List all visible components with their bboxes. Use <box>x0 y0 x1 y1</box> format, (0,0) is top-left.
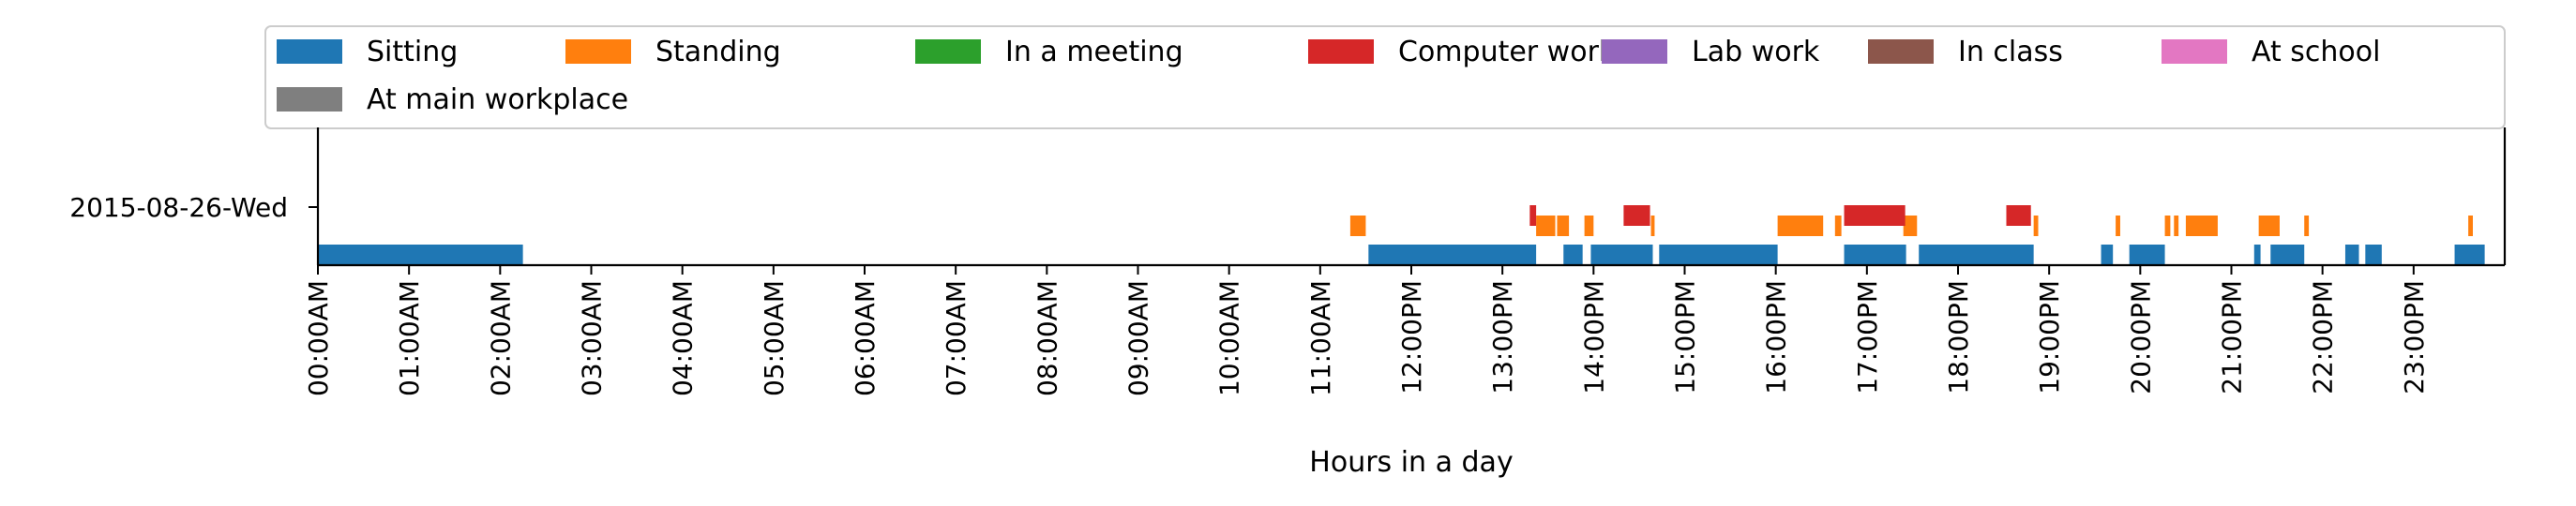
x-axis-label: Hours in a day <box>1309 446 1513 479</box>
timeline-bar <box>1623 205 1650 226</box>
timeline-bar <box>2365 245 2382 265</box>
x-tick-label: 14:00PM <box>1578 280 1609 394</box>
timeline-bar <box>1584 216 1594 236</box>
series-computer-work <box>1529 205 2031 226</box>
timeline-bar <box>1557 216 1570 236</box>
x-tick-label: 21:00PM <box>2217 280 2248 394</box>
x-tick-label: 12:00PM <box>1396 280 1427 394</box>
y-tick-label: 2015-08-26-Wed <box>69 192 288 223</box>
legend-entry: Sitting <box>277 36 458 68</box>
timeline-bar <box>1563 245 1583 265</box>
legend-swatch <box>1308 39 1374 64</box>
axes: 00:00AM 01:00AM 02:00AM 03:00AM 04:00AM 05:00… <box>69 127 2507 396</box>
x-tick-label: 10:00AM <box>1214 280 1245 396</box>
x-tick-label: 00:00AM <box>303 280 334 396</box>
legend-swatch <box>1602 39 1667 64</box>
x-tick-label: 09:00AM <box>1123 280 1154 396</box>
timeline-bar <box>2185 216 2218 236</box>
timeline-bar <box>2101 245 2114 265</box>
timeline-bar <box>2129 245 2165 265</box>
timeline-bar <box>2270 245 2305 265</box>
timeline-bar <box>1659 245 1778 265</box>
x-tick-label: 05:00AM <box>759 280 790 396</box>
series-sitting <box>318 245 2485 265</box>
legend-swatch <box>915 39 981 64</box>
x-tick-label: 07:00AM <box>941 280 972 396</box>
timeline-bar <box>1844 205 1906 226</box>
legend-label: Sitting <box>367 36 458 68</box>
legend-label: In a meeting <box>1005 36 1183 68</box>
timeline-bar <box>2033 216 2039 236</box>
legend-entry: At school <box>2162 36 2380 68</box>
timeline-bar <box>2253 245 2261 265</box>
x-tick-label: 20:00PM <box>2125 280 2156 394</box>
timeline-bar <box>1536 216 1556 236</box>
x-tick-label: 01:00AM <box>394 280 425 396</box>
legend-label: In class <box>1958 36 2063 68</box>
x-tick-label: 19:00PM <box>2034 280 2065 394</box>
timeline-bar <box>2344 245 2359 265</box>
timeline-bar <box>1919 245 2034 265</box>
legend-swatch <box>2162 39 2227 64</box>
timeline-bar <box>1834 216 1842 236</box>
timeline-bar <box>2454 245 2485 265</box>
x-tick-label: 06:00AM <box>850 280 881 396</box>
legend-label: At school <box>2252 36 2380 68</box>
legend-label: At main workplace <box>367 83 628 116</box>
legend-frame <box>264 25 2506 129</box>
timeline-bar <box>1349 216 1366 236</box>
legend-entry: Standing <box>565 36 781 68</box>
x-tick-label: 03:00AM <box>577 280 608 396</box>
x-tick-label: 04:00AM <box>668 280 699 396</box>
timeline-bar <box>1650 216 1655 236</box>
legend: Sitting Standing In a meeting Computer work… <box>264 25 2506 129</box>
legend-swatch <box>277 87 342 112</box>
legend-entry: In class <box>1868 36 2063 68</box>
plot-area <box>318 205 2485 265</box>
legend-swatch <box>565 39 631 64</box>
x-tick-label: 15:00PM <box>1670 280 1701 394</box>
timeline-bar <box>1368 245 1537 265</box>
legend-label: Lab work <box>1692 36 1820 68</box>
x-tick-label: 17:00PM <box>1852 280 1883 394</box>
timeline-bar <box>2116 216 2120 236</box>
legend-label: Standing <box>655 36 781 68</box>
timeline-bar <box>1777 216 1824 236</box>
x-tick-label: 02:00AM <box>485 280 516 396</box>
timeline-bar <box>1844 245 1906 265</box>
timeline-bar <box>2468 216 2473 236</box>
timeline-bar <box>1903 216 1918 236</box>
legend-entry: Computer work <box>1308 36 1616 68</box>
x-tick-label: 11:00AM <box>1305 280 1336 396</box>
timeline-bar <box>2006 205 2031 226</box>
legend-swatch <box>277 39 342 64</box>
legend-swatch <box>1868 39 1934 64</box>
x-tick-label: 18:00PM <box>1943 280 1974 394</box>
x-tick-label: 13:00PM <box>1487 280 1518 394</box>
legend-entry: Lab work <box>1602 36 1820 68</box>
timeline-bar <box>2164 216 2171 236</box>
x-tick-label: 08:00AM <box>1032 280 1062 396</box>
timeline-bar <box>1529 205 1537 226</box>
x-tick-label: 22:00PM <box>2308 280 2339 394</box>
timeline-bar <box>2304 216 2310 236</box>
timeline-bar <box>1590 245 1653 265</box>
timeline-bar <box>318 245 523 265</box>
x-tick-label: 16:00PM <box>1761 280 1792 394</box>
x-tick-label: 23:00PM <box>2399 280 2430 394</box>
legend-entry: At main workplace <box>277 83 628 116</box>
legend-entry: In a meeting <box>915 36 1183 68</box>
series-standing <box>1349 216 2473 236</box>
timeline-bar <box>2174 216 2179 236</box>
timeline-bar <box>2258 216 2280 236</box>
legend-label: Computer work <box>1398 36 1616 68</box>
